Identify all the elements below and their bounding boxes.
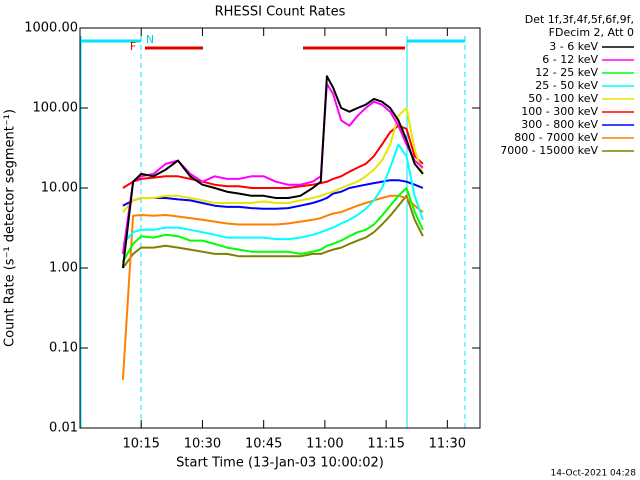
y-tick-label: 1000.00 <box>24 21 78 36</box>
x-tick-label: 11:15 <box>367 437 404 452</box>
series-line <box>122 187 424 263</box>
legend-label: 50 - 100 keV <box>528 92 598 105</box>
flare-flag: F <box>130 40 136 53</box>
instrument-state: F N <box>80 33 466 428</box>
x-tick-label: 11:00 <box>306 437 343 452</box>
x-tick-label: 10:30 <box>184 437 221 452</box>
series-line <box>121 194 424 380</box>
legend-header: Det 1f,3f,4f,5f,6f,9f, <box>525 13 634 26</box>
legend-header: FDecim 2, Att 0 <box>549 26 634 39</box>
y-tick-label: 0.10 <box>49 341 78 356</box>
x-tick-label: 11:30 <box>429 437 466 452</box>
legend-label: 25 - 50 keV <box>535 79 598 92</box>
night-flag: N <box>146 33 154 46</box>
legend-label: 7000 - 15000 keV <box>500 144 598 157</box>
y-tick-label: 1.00 <box>49 261 78 276</box>
legend-label: 6 - 12 keV <box>542 53 598 66</box>
x-axis-label: Start Time (13-Jan-03 10:00:02) <box>176 456 384 471</box>
y-tick-label: 100.00 <box>33 101 79 116</box>
series-line <box>122 194 424 269</box>
series-line <box>122 107 424 213</box>
series-line <box>121 75 424 269</box>
y-axis-label: Count Rate (s⁻¹ detector segment⁻¹) <box>3 109 18 347</box>
y-tick-label: 0.01 <box>49 421 78 436</box>
legend-label: 3 - 6 keV <box>549 40 598 53</box>
legend-label: 12 - 25 keV <box>535 66 598 79</box>
legend-label: 300 - 800 keV <box>521 118 598 131</box>
legend-label: 100 - 300 keV <box>521 105 598 118</box>
legend-label: 800 - 7000 keV <box>514 131 598 144</box>
series-line <box>122 179 424 210</box>
plot-frame <box>79 27 481 429</box>
timestamp: 14-Oct-2021 04:28 <box>551 469 637 479</box>
chart-title: RHESSI Count Rates <box>215 5 346 20</box>
series-line <box>122 124 424 189</box>
series-line <box>122 143 424 245</box>
y-tick-label: 10.00 <box>41 181 78 196</box>
x-tick-label: 10:15 <box>122 437 159 452</box>
x-tick-label: 10:45 <box>245 437 282 452</box>
plot-lines <box>121 75 424 380</box>
